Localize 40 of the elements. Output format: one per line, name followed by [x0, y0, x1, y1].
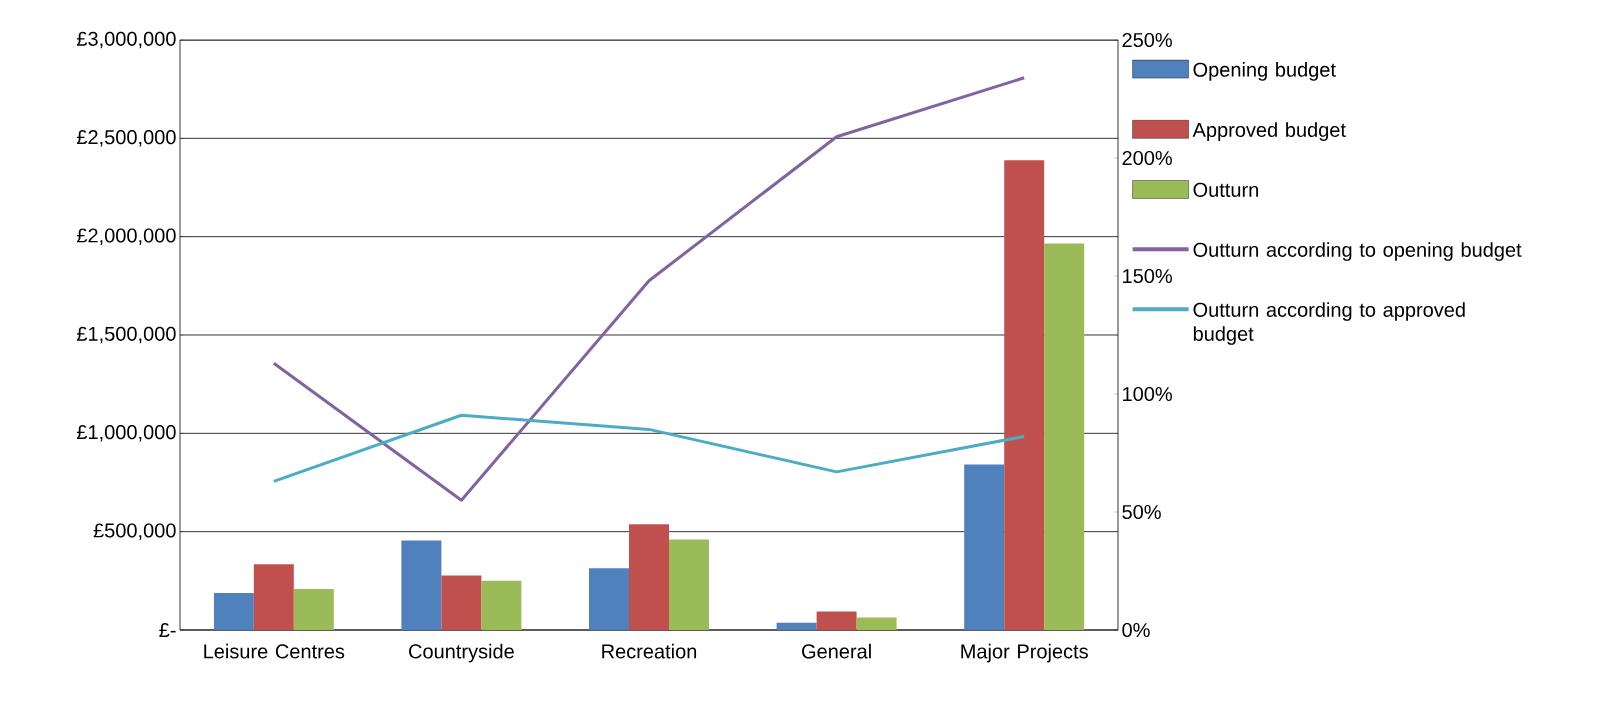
x-tick-label: General	[802, 643, 871, 659]
bar	[293, 588, 334, 630]
legend-label: Outturn according to opening budget	[1193, 242, 1522, 261]
bar	[1004, 160, 1045, 630]
legend-label: Opening budget	[1193, 62, 1336, 81]
y2-tick-label: 100%	[1123, 386, 1172, 402]
x-tick-label: Countryside	[409, 643, 514, 663]
bar	[1044, 243, 1085, 630]
bar	[776, 622, 817, 630]
y-tick-label: £2,000,000	[76, 228, 176, 245]
y-tick-label: £2,500,000	[76, 130, 176, 147]
bar	[213, 593, 254, 630]
y2-tick-label: 200%	[1122, 150, 1172, 166]
bar	[856, 617, 897, 630]
x-tick-label: Major Projects	[961, 643, 1088, 663]
x-tick-label: Recreation	[602, 643, 697, 659]
y-tick-label: £1,500,000	[76, 326, 176, 344]
bar	[401, 540, 442, 630]
bar	[669, 539, 709, 630]
bar	[441, 575, 482, 630]
y-tick-label: £-	[159, 623, 176, 637]
y-tick-label: £500,000	[93, 523, 176, 540]
x-tick-label: Leisure Centres	[204, 643, 345, 659]
y-tick-label: £3,000,000	[76, 31, 176, 49]
legend-label: Approved budget	[1192, 122, 1346, 141]
bar	[589, 568, 629, 630]
legend-label: Outturn according to approved budget	[1193, 302, 1465, 345]
y-tick-label: £1,000,000	[76, 425, 176, 442]
y2-tick-label: 250%	[1122, 32, 1172, 48]
bar	[253, 564, 294, 630]
bar	[629, 524, 669, 630]
bar	[964, 464, 1005, 630]
line-series	[272, 76, 1026, 502]
bar	[816, 611, 857, 630]
y2-tick-label: 0%	[1122, 622, 1150, 638]
legend-label: Outturn	[1193, 182, 1258, 197]
bar	[481, 580, 522, 630]
y2-tick-label: 150%	[1123, 268, 1172, 284]
line-series	[272, 413, 1026, 483]
y2-tick-label: 50%	[1122, 504, 1161, 520]
